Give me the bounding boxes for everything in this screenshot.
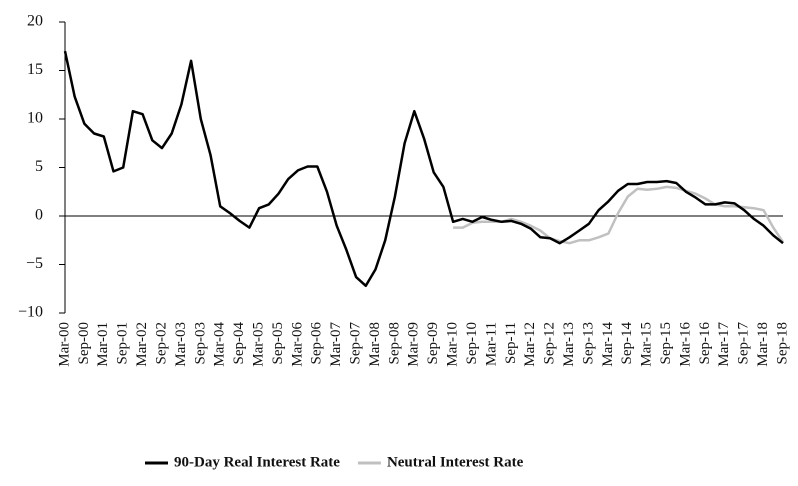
x-tick-label: Sep-16 bbox=[697, 322, 713, 365]
y-tick-label: 15 bbox=[27, 61, 43, 78]
x-tick-label: Sep-11 bbox=[503, 322, 519, 364]
x-tick-label: Mar-14 bbox=[600, 322, 616, 367]
x-tick-label: Mar-08 bbox=[367, 322, 383, 367]
y-tick-label: 0 bbox=[35, 207, 43, 224]
x-tick-label: Sep-08 bbox=[386, 322, 402, 365]
x-tick-label: Mar-03 bbox=[173, 322, 189, 367]
data-line bbox=[63, 50, 784, 288]
x-tick-label: Sep-02 bbox=[153, 322, 169, 365]
x-tick-label: Sep-18 bbox=[774, 322, 790, 365]
x-tick-label: Sep-00 bbox=[76, 322, 92, 365]
x-tick-label: Mar-12 bbox=[522, 322, 538, 367]
x-tick-label: Mar-17 bbox=[716, 322, 732, 367]
x-tick-label: Sep-17 bbox=[736, 322, 752, 365]
x-tick-label: Mar-05 bbox=[250, 322, 266, 367]
x-tick-label: Sep-12 bbox=[542, 322, 558, 365]
x-tick-label: Sep-13 bbox=[580, 322, 596, 365]
x-tick-label: Sep-01 bbox=[115, 322, 131, 365]
data-line bbox=[453, 185, 785, 245]
x-tick-label: Sep-07 bbox=[348, 322, 364, 365]
y-tick-label: −10 bbox=[18, 304, 43, 321]
x-tick-label: Mar-07 bbox=[328, 322, 344, 367]
y-tick-label: 20 bbox=[27, 13, 43, 30]
x-tick-label: Mar-04 bbox=[212, 322, 228, 367]
x-tick-label: Mar-06 bbox=[289, 322, 305, 367]
x-tick-label: Mar-16 bbox=[677, 322, 693, 367]
x-tick-label: Sep-09 bbox=[425, 322, 441, 365]
x-tick-label: Mar-00 bbox=[56, 322, 72, 367]
x-tick-label: Sep-06 bbox=[309, 322, 325, 365]
x-tick-label: Mar-11 bbox=[483, 322, 499, 366]
y-tick-label: 5 bbox=[35, 158, 43, 175]
x-tick-label: Mar-10 bbox=[445, 322, 461, 367]
legend-label: Neutral Interest Rate bbox=[387, 454, 524, 470]
x-tick-label: Mar-13 bbox=[561, 322, 577, 367]
legend: 90-Day Real Interest Rate Neutral Interes… bbox=[145, 454, 524, 470]
x-tick-label: Sep-04 bbox=[231, 322, 247, 365]
x-tick-label: Sep-05 bbox=[270, 322, 286, 365]
x-tick-label: Sep-10 bbox=[464, 322, 480, 365]
x-tick-label: Mar-18 bbox=[755, 322, 771, 367]
legend-label: 90-Day Real Interest Rate bbox=[174, 454, 340, 470]
x-tick-label: Mar-02 bbox=[134, 322, 150, 367]
y-tick-label: −5 bbox=[26, 255, 43, 272]
x-tick-label: Sep-03 bbox=[192, 322, 208, 365]
x-tick-label: Mar-01 bbox=[95, 322, 111, 367]
x-tick-label: Mar-15 bbox=[639, 322, 655, 367]
x-tick-label: Sep-14 bbox=[619, 322, 635, 365]
y-tick-label: 10 bbox=[27, 110, 43, 127]
x-tick-label: Sep-15 bbox=[658, 322, 674, 365]
x-tick-label: Mar-09 bbox=[406, 322, 422, 367]
